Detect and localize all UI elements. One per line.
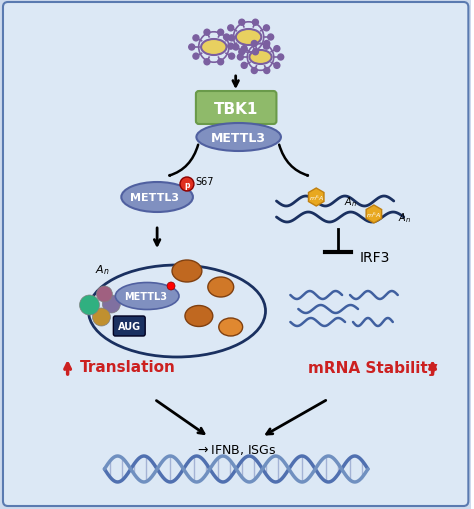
Circle shape — [251, 41, 257, 47]
Text: $A_n$: $A_n$ — [95, 263, 109, 276]
Circle shape — [189, 45, 195, 51]
FancyArrowPatch shape — [279, 146, 308, 176]
Circle shape — [268, 35, 273, 41]
Ellipse shape — [201, 40, 227, 56]
Text: Translation: Translation — [80, 360, 175, 375]
Circle shape — [264, 44, 269, 50]
Circle shape — [92, 308, 110, 326]
Circle shape — [228, 26, 234, 32]
Circle shape — [253, 50, 258, 55]
Text: $m^6A$: $m^6A$ — [309, 193, 324, 202]
Ellipse shape — [121, 183, 193, 213]
Ellipse shape — [249, 51, 272, 65]
Text: IRF3: IRF3 — [360, 250, 391, 265]
Ellipse shape — [172, 261, 202, 282]
Ellipse shape — [208, 277, 234, 297]
Text: METTL3: METTL3 — [129, 192, 179, 203]
Text: S67: S67 — [195, 177, 213, 187]
Circle shape — [204, 60, 210, 66]
Circle shape — [180, 178, 194, 191]
Text: $\rightarrow$IFNB, ISGs: $\rightarrow$IFNB, ISGs — [195, 442, 276, 456]
Text: $m^6A$: $m^6A$ — [366, 210, 382, 219]
Circle shape — [102, 295, 120, 314]
Circle shape — [241, 63, 247, 69]
Text: AUG: AUG — [118, 321, 141, 331]
Circle shape — [239, 20, 245, 26]
Circle shape — [228, 44, 234, 50]
Circle shape — [218, 60, 224, 66]
Circle shape — [251, 68, 257, 74]
FancyArrowPatch shape — [169, 146, 198, 176]
Circle shape — [80, 295, 100, 316]
FancyBboxPatch shape — [113, 317, 145, 336]
Circle shape — [264, 41, 270, 47]
Circle shape — [237, 55, 243, 61]
Circle shape — [264, 68, 270, 74]
Circle shape — [204, 30, 210, 36]
FancyBboxPatch shape — [196, 92, 276, 125]
Text: $A_n$: $A_n$ — [344, 195, 356, 209]
Circle shape — [224, 35, 229, 41]
Circle shape — [278, 55, 284, 61]
Circle shape — [228, 36, 235, 42]
Circle shape — [167, 282, 175, 291]
Text: METTL3: METTL3 — [124, 292, 167, 301]
Circle shape — [274, 63, 280, 69]
Ellipse shape — [185, 306, 213, 327]
Text: p: p — [184, 180, 190, 189]
Circle shape — [218, 30, 224, 36]
Ellipse shape — [196, 124, 281, 152]
Circle shape — [193, 36, 199, 42]
Circle shape — [233, 45, 239, 51]
FancyBboxPatch shape — [3, 3, 468, 506]
Ellipse shape — [236, 30, 261, 46]
Circle shape — [241, 46, 247, 52]
Circle shape — [239, 50, 245, 55]
Ellipse shape — [219, 318, 243, 336]
Text: METTL3: METTL3 — [211, 131, 266, 144]
Text: mRNA Stability: mRNA Stability — [308, 360, 438, 375]
Circle shape — [253, 20, 258, 26]
Circle shape — [96, 287, 112, 302]
Circle shape — [274, 46, 280, 52]
Text: TBK1: TBK1 — [213, 101, 258, 116]
Text: $A_n$: $A_n$ — [398, 211, 411, 224]
Ellipse shape — [115, 283, 179, 310]
Circle shape — [193, 54, 199, 60]
Circle shape — [264, 26, 269, 32]
Circle shape — [228, 54, 235, 60]
